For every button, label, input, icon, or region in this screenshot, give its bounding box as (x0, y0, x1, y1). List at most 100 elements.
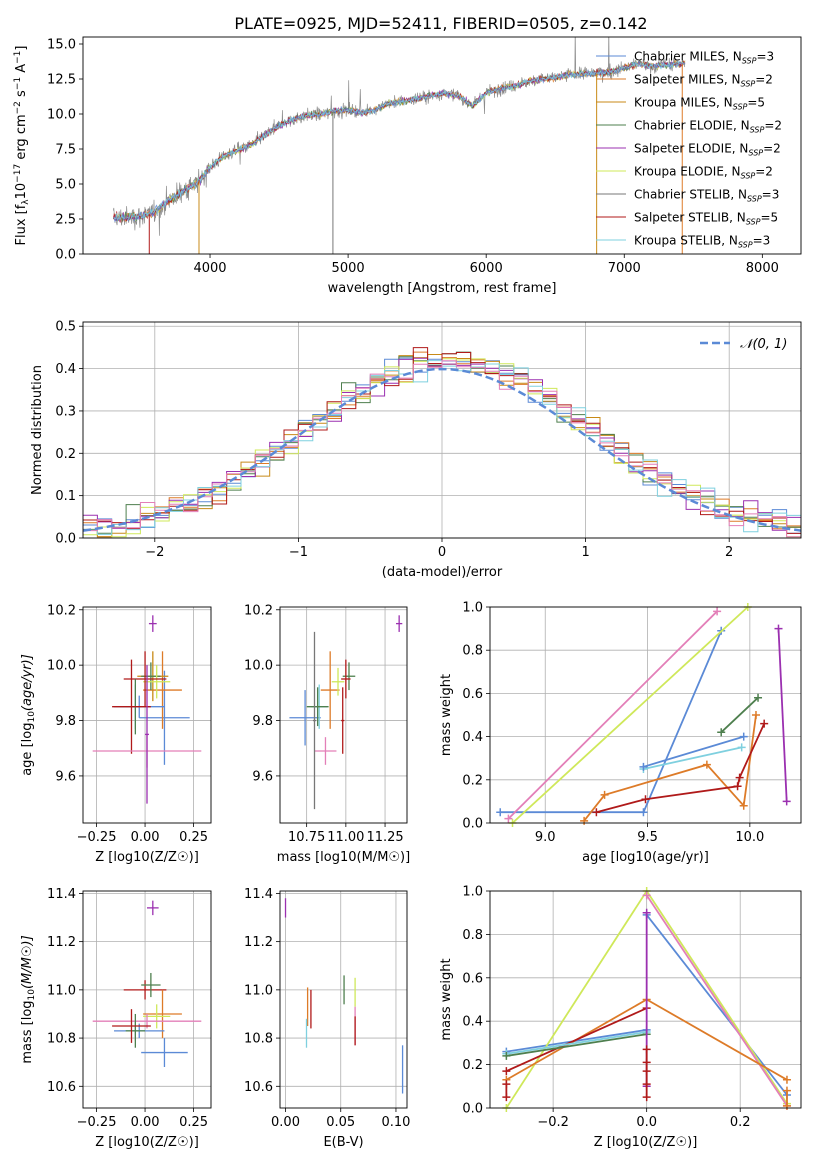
y-tick-label: 2.5 (55, 213, 76, 228)
y-tick-label: 10.8 (244, 1032, 273, 1047)
weight-marker (639, 762, 648, 771)
y-axis-label-part: −1 (13, 77, 23, 90)
weight-marker (592, 808, 601, 817)
legend-sub: SSP (748, 149, 763, 158)
legend-label: Kroupa ELODIE, NSSP=2 (634, 165, 773, 181)
x-tick-label: −0.25 (77, 830, 117, 845)
weight-marker (713, 607, 722, 616)
weight-marker (641, 795, 650, 804)
x-axis-label: wavelength [Angstrom, rest frame] (328, 281, 557, 296)
x-tick-label: 0.0 (636, 1115, 657, 1130)
legend-label: Kroupa MILES, NSSP=5 (634, 96, 765, 112)
y-tick-label: 1.0 (462, 601, 483, 616)
legend-text: =2 (755, 165, 773, 179)
y-axis-label-part: 10 (27, 711, 37, 723)
weight-marker (600, 790, 609, 799)
y-tick-label: 10.2 (244, 603, 273, 618)
x-axis-label: mass [log10(M/M☉)] (277, 850, 410, 865)
weight-line (507, 610, 718, 820)
x-tick-label: 0.00 (131, 1115, 160, 1130)
legend-label: Chabrier MILES, NSSP=3 (634, 50, 774, 66)
x-tick-label: 10.75 (288, 830, 325, 845)
weight-line (506, 1029, 647, 1053)
y-tick-label: 9.6 (252, 769, 273, 784)
legend-text: Kroupa ELODIE, N (634, 165, 741, 179)
age-vs-z-panel: −0.25 0.00 0.25 9.6 9.8 10.0 10.2 Z [log10(Z/Z☉… (20, 603, 212, 865)
y-axis-label-part: −2 (13, 101, 23, 114)
y-tick-label: 10.0 (47, 659, 76, 674)
y-tick-label: 10.6 (47, 1080, 76, 1095)
weight-vs-age-panel: 9.0 9.5 10.0 0.0 0.2 0.4 0.6 0.8 1.0 age [log10(a… (439, 601, 802, 865)
y-tick-label: 0.6 (462, 971, 483, 986)
y-tick-label: 10.8 (47, 1032, 76, 1047)
x-tick-label: 5000 (332, 261, 365, 276)
x-tick-label: 0.00 (271, 1115, 300, 1130)
weight-marker (502, 1051, 511, 1060)
legend-text: Salpeter ELODIE, N (634, 142, 748, 156)
x-tick-label: 4000 (193, 261, 226, 276)
weight-line (505, 891, 788, 1108)
y-tick-label: 0.8 (462, 928, 483, 943)
y-tick-label: 1.0 (462, 885, 483, 900)
legend-text: =2 (755, 73, 773, 87)
weight-marker (751, 711, 760, 719)
x-tick-label: 8000 (746, 261, 779, 276)
y-axis-label-part: λ (21, 199, 31, 205)
y-tick-label: 0.5 (55, 320, 76, 335)
weight-marker (496, 808, 505, 817)
weight-marker (735, 773, 744, 782)
legend-sub: SSP (733, 103, 748, 112)
legend-text: =3 (756, 50, 774, 64)
y-tick-label: 0.0 (462, 817, 483, 832)
legend-text: =3 (762, 188, 780, 202)
x-tick-label: 10.0 (735, 830, 764, 845)
legend-text: Chabrier ELODIE, N (634, 119, 750, 133)
x-axis-label: E(B-V) (323, 1135, 363, 1150)
x-tick-label: −0.25 (77, 1115, 117, 1130)
y-axis-label-part: A (14, 64, 29, 77)
weight-line (506, 1033, 647, 1057)
legend-sub: SSP (747, 195, 762, 204)
x-axis-label: Z [log10(Z/Z☉)] (95, 1135, 199, 1150)
age-vs-mass-panel: 10.75 11.00 11.25 9.6 9.8 10.0 10.2 mass [log10… (244, 603, 410, 865)
y-axis-label-part: mass [log (20, 1000, 35, 1063)
weight-marker (642, 891, 651, 900)
weight-marker (580, 816, 589, 825)
x-tick-label: 0.25 (179, 830, 208, 845)
weight-marker (717, 728, 726, 737)
mass-vs-z-panel: −0.25 0.00 0.25 10.6 10.8 11.0 11.2 11.4 Z [log1… (20, 887, 212, 1150)
axes-frame (279, 890, 408, 1109)
legend-text: Kroupa STELIB, N (634, 234, 738, 248)
y-axis-label: mass [log10(M/M☉)] (20, 935, 37, 1063)
histogram-step (83, 360, 801, 538)
residuals-panel: −2 −1 0 1 2 0.0 0.1 0.2 0.3 0.4 0.5 (data-model)/er… (30, 320, 802, 580)
y-tick-label: 0.6 (462, 687, 483, 702)
y-axis-label-part: (age/yr)] (20, 654, 35, 711)
x-tick-label: −0.2 (537, 1115, 569, 1130)
axes-frame (82, 606, 212, 824)
legend-label: 𝒩(0, 1) (740, 337, 787, 352)
legend-text: =3 (753, 234, 771, 248)
y-axis-label: age [log10(age/yr)] (20, 654, 37, 776)
legend-label: Salpeter MILES, NSSP=2 (634, 73, 773, 89)
y-axis-label-part: Flux [f (14, 204, 29, 245)
x-tick-label: 9.0 (535, 830, 556, 845)
weight-marker (774, 624, 783, 633)
axes-frame (489, 890, 802, 1109)
y-axis-label-part: ] (14, 46, 29, 51)
x-tick-label: 0.10 (381, 1115, 410, 1130)
legend-text: Chabrier MILES, N (634, 50, 742, 64)
spectrum-line (113, 60, 686, 221)
x-tick-label: −1 (289, 545, 308, 560)
y-tick-label: 0.0 (462, 1102, 483, 1117)
x-axis-label: (data-model)/error (382, 565, 503, 580)
legend-text: =5 (747, 96, 765, 110)
legend-label: Salpeter ELODIE, NSSP=2 (634, 142, 781, 158)
weight-line (506, 1031, 647, 1055)
legend-label: Chabrier ELODIE, NSSP=2 (634, 119, 782, 135)
y-axis-label-part: mass weight (439, 674, 454, 756)
weight-marker (504, 814, 513, 823)
y-tick-label: 11.0 (244, 983, 273, 998)
axes-frame (82, 890, 212, 1109)
